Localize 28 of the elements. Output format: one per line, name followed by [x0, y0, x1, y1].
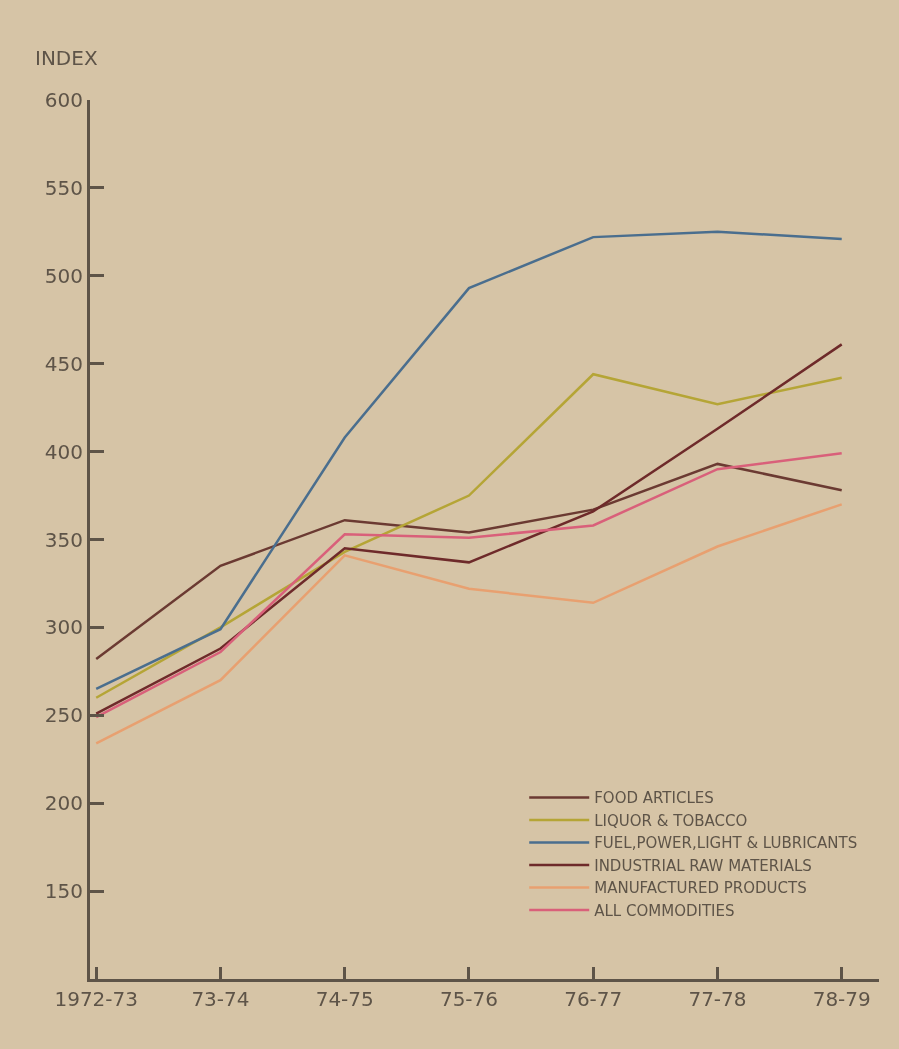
x-tick-label: 74-75: [315, 987, 374, 1011]
line-series: [94, 452, 843, 719]
y-tick-label: 350: [44, 527, 83, 552]
legend-label: LIQUOR & TOBACCO: [594, 811, 748, 830]
legend-label: FUEL,POWER,LIGHT & LUBRICANTS: [594, 834, 858, 853]
line-series: [94, 230, 843, 691]
line-series: [94, 462, 843, 661]
x-tick-label: 77-78: [688, 987, 747, 1011]
x-tick-label: 75-76: [439, 987, 499, 1011]
y-tick-label: 550: [44, 175, 83, 200]
legend-label: INDUSTRIAL RAW MATERIALS: [594, 856, 812, 875]
x-tick-label: 76-77: [564, 987, 623, 1011]
legend-label: ALL COMMODITIES: [594, 901, 735, 920]
x-tick-label: 73-74: [191, 987, 250, 1011]
legend-label: MANUFACTURED PRODUCTS: [594, 879, 807, 898]
y-tick-label: 600: [44, 88, 83, 112]
line-series: [94, 503, 843, 745]
x-tick-label: 1972-73: [54, 987, 138, 1011]
y-axis-title: INDEX: [35, 46, 98, 70]
y-tick-label: 150: [44, 879, 83, 904]
y-tick-label: 450: [44, 351, 83, 376]
y-tick-label: 250: [44, 703, 83, 728]
y-tick-label: 300: [44, 615, 83, 640]
y-tick-label: 200: [44, 791, 83, 816]
y-tick-label: 500: [44, 263, 83, 288]
y-tick-label: 400: [44, 439, 83, 464]
x-tick-label: 78-79: [812, 987, 871, 1011]
legend-label: FOOD ARTICLES: [594, 789, 714, 808]
